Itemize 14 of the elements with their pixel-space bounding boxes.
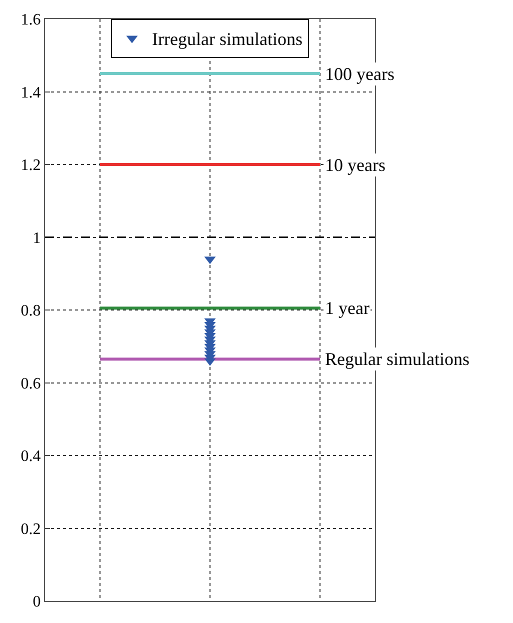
y-tick-label: 0.6	[20, 375, 41, 392]
y-tick-label: 0.8	[20, 302, 41, 320]
series-label: 100 years	[325, 64, 394, 84]
y-tick-label: 1.6	[20, 12, 41, 29]
legend-label: Irregular simulations	[152, 29, 302, 50]
series-label: 1 year	[325, 298, 370, 318]
y-tick-label: 1	[32, 230, 41, 247]
y-tick-label: 0.2	[20, 520, 41, 538]
series-label: Regular simulations	[325, 349, 470, 369]
y-tick-label: 1.4	[20, 84, 41, 102]
series-label: 10 years	[325, 155, 386, 175]
y-tick-label: 0	[32, 594, 41, 611]
y-tick-label: 0.4	[20, 448, 41, 466]
y-tick-label: 1.2	[20, 157, 41, 174]
